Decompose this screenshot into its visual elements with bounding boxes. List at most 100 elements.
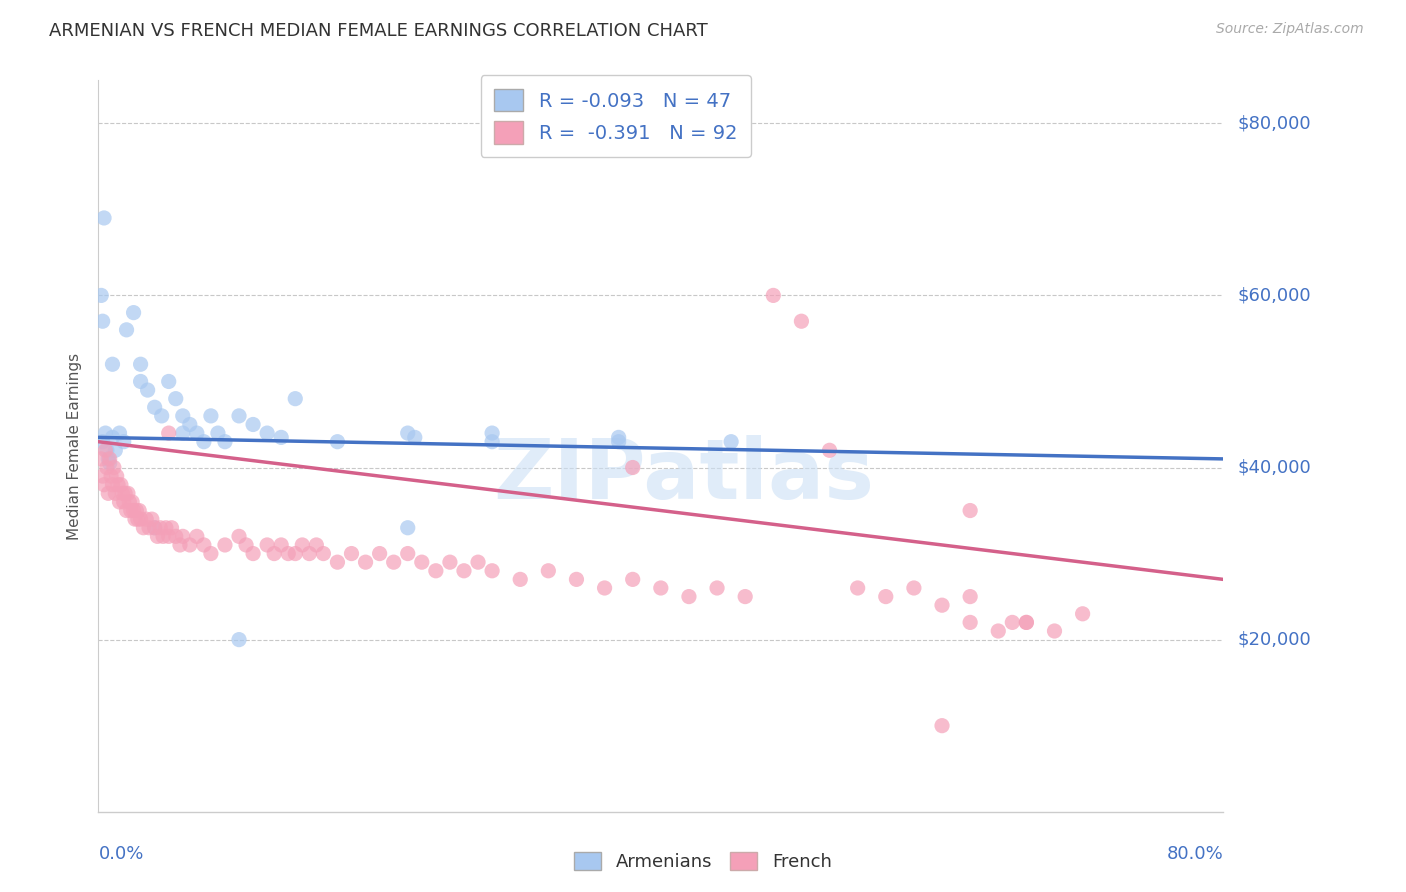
- Point: [481, 564, 503, 578]
- Point: [96, 460, 118, 475]
- Point: [277, 547, 299, 561]
- Legend: Armenians, French: Armenians, French: [567, 845, 839, 879]
- Point: [90, 451, 112, 466]
- Point: [98, 456, 121, 470]
- Point: [382, 555, 405, 569]
- Point: [565, 573, 588, 587]
- Point: [157, 375, 180, 389]
- Point: [152, 529, 174, 543]
- Point: [678, 590, 700, 604]
- Point: [228, 632, 250, 647]
- Point: [172, 409, 194, 423]
- Text: Source: ZipAtlas.com: Source: ZipAtlas.com: [1216, 22, 1364, 37]
- Point: [291, 538, 314, 552]
- Point: [101, 357, 124, 371]
- Point: [228, 529, 250, 543]
- Point: [94, 426, 117, 441]
- Point: [790, 314, 813, 328]
- Point: [607, 430, 630, 444]
- Point: [481, 434, 503, 449]
- Point: [91, 314, 114, 328]
- Point: [117, 486, 139, 500]
- Point: [396, 521, 419, 535]
- Point: [959, 590, 981, 604]
- Point: [97, 486, 120, 500]
- Point: [150, 409, 173, 423]
- Point: [165, 392, 187, 406]
- Point: [242, 547, 264, 561]
- Point: [146, 529, 169, 543]
- Point: [305, 538, 328, 552]
- Point: [115, 503, 138, 517]
- Point: [235, 538, 257, 552]
- Text: ARMENIAN VS FRENCH MEDIAN FEMALE EARNINGS CORRELATION CHART: ARMENIAN VS FRENCH MEDIAN FEMALE EARNING…: [49, 22, 709, 40]
- Point: [115, 323, 138, 337]
- Point: [129, 375, 152, 389]
- Point: [481, 426, 503, 441]
- Point: [165, 529, 187, 543]
- Point: [160, 521, 183, 535]
- Point: [931, 598, 953, 612]
- Text: $60,000: $60,000: [1237, 286, 1310, 304]
- Point: [368, 547, 391, 561]
- Point: [122, 305, 145, 319]
- Point: [135, 512, 157, 526]
- Point: [200, 547, 222, 561]
- Point: [326, 555, 349, 569]
- Point: [396, 426, 419, 441]
- Point: [104, 486, 127, 500]
- Text: 0.0%: 0.0%: [98, 845, 143, 863]
- Point: [114, 486, 136, 500]
- Y-axis label: Median Female Earnings: Median Female Earnings: [67, 352, 83, 540]
- Point: [91, 434, 114, 449]
- Point: [111, 486, 134, 500]
- Point: [298, 547, 321, 561]
- Point: [214, 538, 236, 552]
- Point: [129, 357, 152, 371]
- Point: [93, 211, 115, 225]
- Point: [453, 564, 475, 578]
- Point: [284, 392, 307, 406]
- Point: [404, 430, 426, 444]
- Point: [108, 426, 131, 441]
- Point: [193, 538, 215, 552]
- Point: [621, 573, 644, 587]
- Point: [132, 521, 155, 535]
- Point: [155, 521, 177, 535]
- Point: [959, 503, 981, 517]
- Point: [284, 547, 307, 561]
- Text: ZIPatlas: ZIPatlas: [494, 434, 873, 516]
- Point: [186, 529, 208, 543]
- Point: [425, 564, 447, 578]
- Point: [112, 434, 135, 449]
- Point: [96, 443, 118, 458]
- Point: [129, 512, 152, 526]
- Point: [340, 547, 363, 561]
- Point: [122, 503, 145, 517]
- Point: [101, 477, 124, 491]
- Point: [98, 451, 121, 466]
- Legend: R = -0.093   N = 47, R =  -0.391   N = 92: R = -0.093 N = 47, R = -0.391 N = 92: [481, 75, 751, 157]
- Point: [90, 288, 112, 302]
- Point: [326, 434, 349, 449]
- Point: [107, 477, 129, 491]
- Point: [706, 581, 728, 595]
- Point: [270, 538, 292, 552]
- Point: [136, 383, 159, 397]
- Point: [987, 624, 1010, 638]
- Point: [263, 547, 285, 561]
- Point: [93, 477, 115, 491]
- Point: [1015, 615, 1038, 630]
- Point: [903, 581, 925, 595]
- Point: [509, 573, 531, 587]
- Point: [110, 477, 132, 491]
- Point: [1043, 624, 1066, 638]
- Point: [818, 443, 841, 458]
- Point: [112, 495, 135, 509]
- Point: [214, 434, 236, 449]
- Point: [312, 547, 335, 561]
- Point: [931, 719, 953, 733]
- Point: [179, 538, 201, 552]
- Point: [242, 417, 264, 432]
- Point: [120, 503, 142, 517]
